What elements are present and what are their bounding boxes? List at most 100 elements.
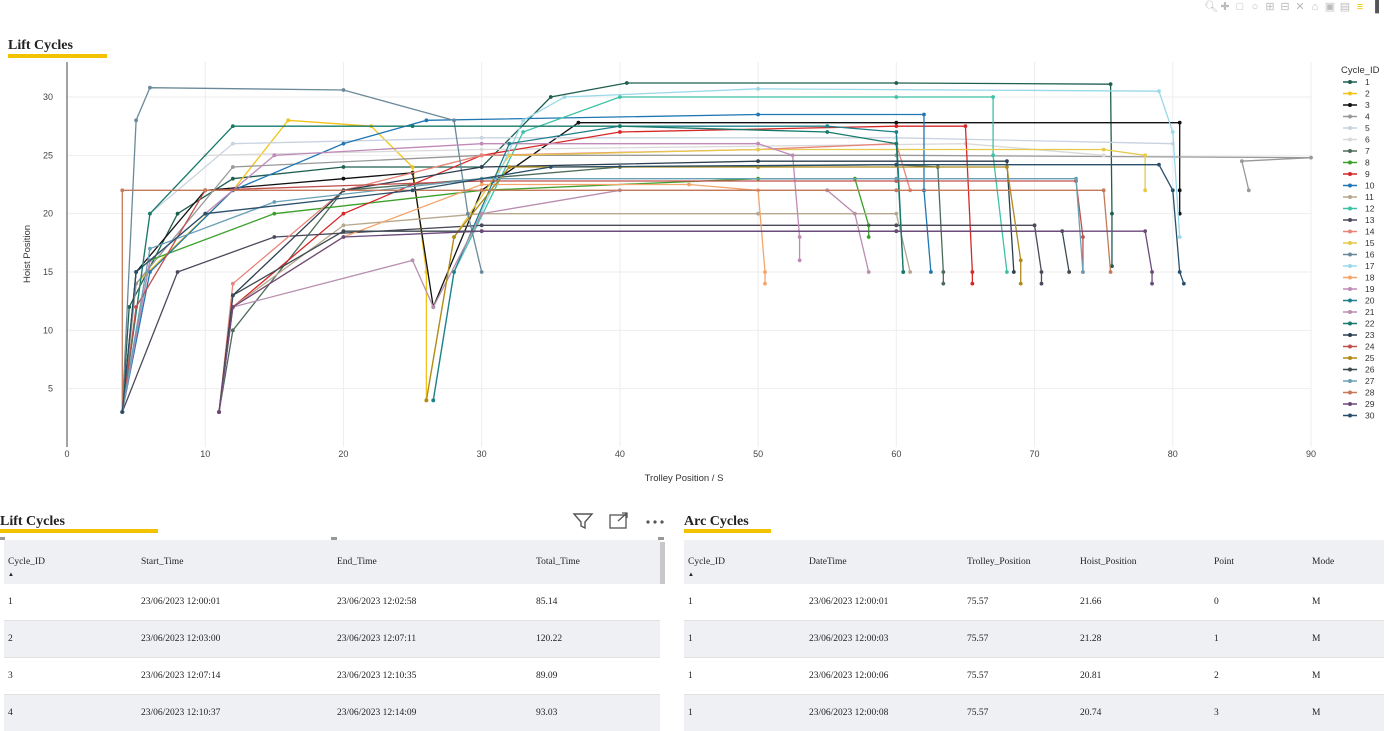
series-cycle-21[interactable] [217, 188, 871, 414]
series-cycle-16[interactable] [120, 85, 484, 414]
series-cycle-2[interactable] [120, 118, 429, 414]
legend-item[interactable]: 6 [1343, 135, 1370, 145]
legend-item[interactable]: 10 [1343, 181, 1375, 191]
series-cycle-15[interactable] [424, 147, 1148, 403]
column-header-total-time[interactable]: Total_Time [532, 540, 660, 584]
series-line [425, 148, 1146, 401]
filter-icon[interactable] [572, 512, 594, 535]
table-row[interactable]: 1 23/06/2023 12:00:08 75.57 20.74 3 M [684, 694, 1384, 731]
column-header-cycle-id[interactable]: Cycle_ID ▲ [4, 540, 137, 584]
legend-item[interactable]: 18 [1343, 273, 1375, 283]
chart-title-underline [8, 54, 107, 58]
legend-swatch-marker [1348, 114, 1352, 119]
series-cycle-29[interactable] [217, 229, 1154, 414]
column-header-end-time[interactable]: End_Time [333, 540, 532, 584]
legend-item[interactable]: 21 [1343, 307, 1375, 317]
column-header-start-time[interactable]: Start_Time [137, 540, 333, 584]
legend-item[interactable]: 9 [1343, 169, 1370, 179]
resize-handle-left[interactable] [0, 537, 5, 540]
legend-item[interactable]: 7 [1343, 146, 1370, 156]
legend-item[interactable]: 24 [1343, 342, 1375, 352]
legend-item[interactable]: 23 [1343, 330, 1375, 340]
legend-swatch-marker [1348, 287, 1352, 291]
series-cycle-17[interactable] [431, 86, 1182, 403]
legend-item[interactable]: 8 [1343, 158, 1370, 168]
data-point [341, 88, 346, 92]
data-point [1110, 211, 1114, 216]
legend-item[interactable]: 17 [1343, 261, 1375, 271]
data-point [341, 141, 346, 146]
reset-axes-icon[interactable]: ⌂ [1311, 1, 1319, 13]
column-header-datetime[interactable]: DateTime [805, 540, 963, 584]
series-cycle-11[interactable] [217, 211, 913, 414]
compare-icon[interactable]: ▤ [1339, 1, 1351, 13]
legend-item[interactable]: 19 [1343, 284, 1375, 294]
legend-item[interactable]: 13 [1343, 215, 1375, 225]
legend-label: 20 [1365, 296, 1375, 306]
legend-item[interactable]: 11 [1343, 192, 1374, 202]
camera-icon[interactable]: ▣ [1324, 1, 1336, 13]
column-header-hoist-position[interactable]: Hoist_Position [1076, 540, 1210, 584]
series-cycle-18[interactable] [217, 182, 767, 414]
table-row[interactable]: 1 23/06/2023 12:00:01 75.57 21.66 0 M [684, 584, 1384, 621]
column-header-point[interactable]: Point [1210, 540, 1308, 584]
table-row[interactable]: 3 23/06/2023 12:07:14 23/06/2023 12:10:3… [4, 657, 660, 695]
data-point [341, 165, 346, 169]
table-row[interactable]: 4 23/06/2023 12:10:37 23/06/2023 12:14:0… [4, 694, 660, 731]
zoom-icon[interactable]: 🔍︎ [1204, 1, 1218, 13]
column-header-trolley-position[interactable]: Trolley_Position [963, 540, 1076, 584]
legend-item[interactable]: 25 [1343, 353, 1375, 363]
legend-item[interactable]: 20 [1343, 296, 1375, 306]
focus-mode-icon[interactable] [608, 512, 630, 535]
legend-item[interactable]: 29 [1343, 399, 1375, 409]
table-row[interactable]: 1 23/06/2023 12:00:01 23/06/2023 12:02:5… [4, 584, 660, 621]
legend-item[interactable]: 12 [1343, 204, 1375, 214]
box-select-icon[interactable]: □ [1236, 1, 1244, 13]
table-row[interactable]: 2 23/06/2023 12:03:00 23/06/2023 12:07:1… [4, 620, 660, 658]
resize-handle-mid[interactable] [331, 537, 337, 540]
column-header-cycle-id[interactable]: Cycle_ID ▲ [684, 540, 805, 584]
legend-item[interactable]: 26 [1343, 365, 1375, 375]
series-cycle-30[interactable] [120, 162, 1186, 414]
legend-label: 18 [1365, 273, 1375, 283]
series-cycle-14[interactable] [217, 141, 913, 414]
series-cycle-12[interactable] [431, 95, 1009, 403]
table-row[interactable]: 1 23/06/2023 12:00:03 75.57 21.28 1 M [684, 620, 1384, 658]
legend-item[interactable]: 16 [1343, 250, 1375, 260]
legend-item[interactable]: 14 [1343, 227, 1375, 237]
series-cycle-28[interactable] [120, 188, 1113, 414]
series-cycle-1[interactable] [120, 81, 1114, 414]
spike-icon[interactable]: ≡ [1356, 1, 1364, 13]
series-line [121, 164, 1185, 413]
data-point [797, 258, 802, 263]
pan-icon[interactable]: ✚ [1220, 1, 1230, 13]
more-options-icon[interactable] [644, 512, 666, 535]
series-cycle-22[interactable] [120, 124, 906, 414]
legend-item[interactable]: 28 [1343, 388, 1375, 398]
table-row[interactable]: 1 23/06/2023 12:00:06 75.57 20.81 2 M [684, 657, 1384, 695]
legend-item[interactable]: 30 [1343, 411, 1375, 421]
series-cycle-10[interactable] [120, 112, 933, 414]
legend-item[interactable]: 4 [1343, 112, 1370, 122]
left-table-scrollbar[interactable] [660, 542, 665, 584]
series-cycle-4[interactable] [120, 153, 1313, 414]
autoscale-icon[interactable]: ✕ [1295, 1, 1305, 13]
legend-item[interactable]: 3 [1343, 100, 1370, 110]
zoom-out-icon[interactable]: ⊟ [1280, 1, 1290, 13]
series-cycle-25[interactable] [424, 165, 1023, 403]
cell-hoist-position: 21.28 [1076, 620, 1210, 658]
data-point [756, 147, 761, 152]
legend-item[interactable]: 2 [1343, 89, 1370, 99]
zoom-in-icon[interactable]: ⊞ [1265, 1, 1275, 13]
series-cycle-5[interactable] [120, 135, 1175, 414]
legend-item[interactable]: 15 [1343, 238, 1375, 248]
column-header-mode[interactable]: Mode [1308, 540, 1384, 584]
lasso-icon[interactable]: ○ [1251, 1, 1259, 13]
legend-item[interactable]: 1 [1343, 77, 1370, 87]
legend-item[interactable]: 5 [1343, 123, 1370, 133]
legend-item[interactable]: 27 [1343, 376, 1375, 386]
x-axis-ticks: 0 10 20 30 40 50 60 70 80 90 [64, 449, 1316, 459]
resize-handle-right[interactable] [658, 537, 664, 540]
legend-item[interactable]: 22 [1343, 319, 1375, 329]
